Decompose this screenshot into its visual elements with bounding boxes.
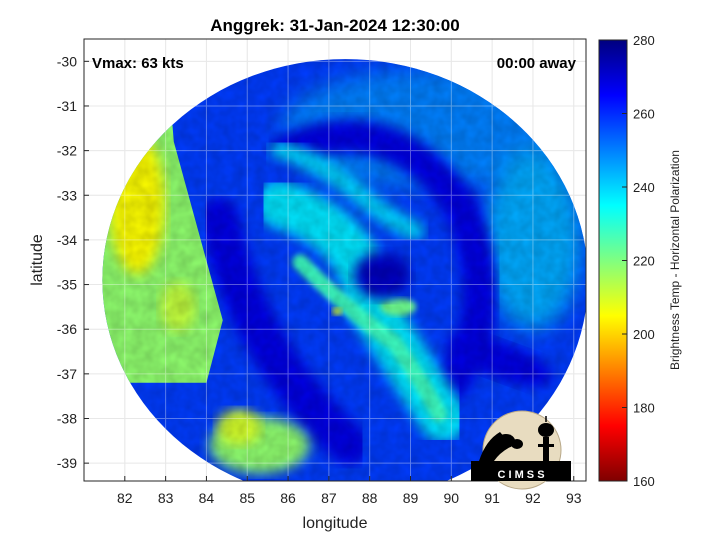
swath-texture <box>102 59 586 481</box>
x-tick-label: 87 <box>321 490 337 506</box>
y-tick-label: -31 <box>57 98 77 114</box>
colorbar-tick-label: 200 <box>633 327 655 342</box>
y-tick-label: -37 <box>57 366 77 382</box>
x-tick-label: 93 <box>566 490 582 506</box>
y-tick-label: -34 <box>57 232 77 248</box>
y-tick-label: -30 <box>57 53 77 69</box>
time-offset-annotation: 00:00 away <box>497 55 577 72</box>
y-tick-label: -33 <box>57 187 77 203</box>
y-tick-label: -32 <box>57 143 77 159</box>
x-tick-label: 89 <box>403 490 419 506</box>
x-tick-label: 84 <box>199 490 215 506</box>
x-tick-label: 82 <box>117 490 133 506</box>
plot-border <box>83 38 587 482</box>
colorbar-tick-label: 160 <box>633 474 655 489</box>
x-tick-label: 83 <box>158 490 174 506</box>
y-tick-label: -39 <box>57 455 77 471</box>
colorbar-tick-label: 280 <box>633 33 655 48</box>
cimss-logo: C I M S S <box>471 410 571 490</box>
x-axis: 82 83 84 85 86 87 88 89 90 91 92 93 <box>117 476 582 506</box>
x-tick-label: 85 <box>239 490 255 506</box>
y-tick-label: -38 <box>57 410 77 426</box>
chart-title: Anggrek: 31-Jan-2024 12:30:00 <box>210 16 459 35</box>
colorbar-tick-label: 260 <box>633 107 655 122</box>
colorbar: 160 180 200 220 240 260 280 Brightness Temp - … <box>598 33 682 489</box>
y-tick-label: -35 <box>57 277 77 293</box>
x-tick-label: 92 <box>525 490 541 506</box>
colorbar-tick-label: 240 <box>633 180 655 195</box>
vmax-annotation: Vmax: 63 kts <box>92 55 184 72</box>
colorbar-label: Brightness Temp - Horizontal Polarizatio… <box>668 150 682 370</box>
logo-text: C I M S S <box>497 469 544 481</box>
y-tick-label: -36 <box>57 321 77 337</box>
x-tick-label: 91 <box>484 490 500 506</box>
x-tick-label: 90 <box>444 490 460 506</box>
x-tick-label: 86 <box>280 490 296 506</box>
y-axis-label: latitude <box>29 234 46 286</box>
x-axis-label: longitude <box>303 515 368 532</box>
x-tick-label: 88 <box>362 490 378 506</box>
y-axis: -30 -31 -32 -33 -34 -35 -36 -37 -38 -39 <box>57 53 89 471</box>
colorbar-tick-label: 220 <box>633 254 655 269</box>
colorbar-tick-label: 180 <box>633 401 655 416</box>
